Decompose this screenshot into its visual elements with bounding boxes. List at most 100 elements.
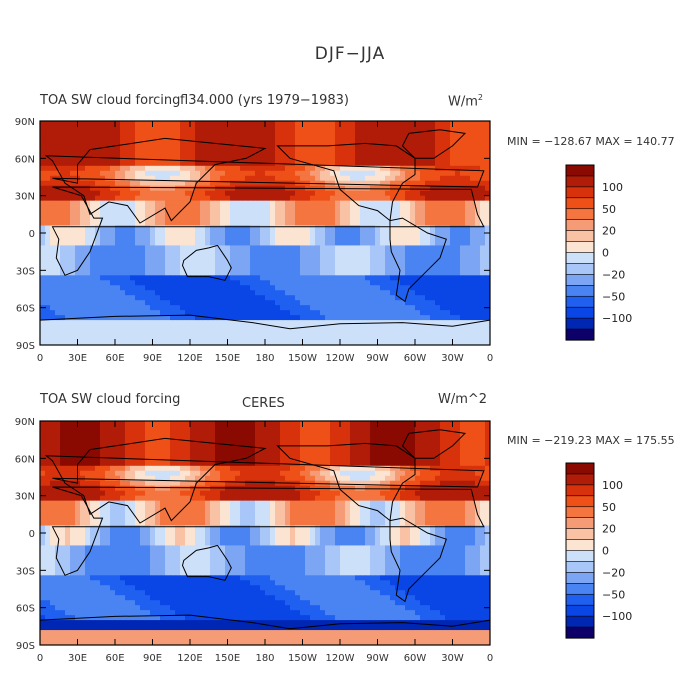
panel1-cell (450, 185, 456, 192)
panel2-cell (60, 465, 66, 472)
panel2-cell (280, 430, 286, 437)
panel1-cell (165, 235, 171, 241)
panel1-cell (140, 150, 146, 157)
panel1-cell (85, 310, 91, 316)
panel1-cell (460, 150, 466, 157)
panel1-cell (155, 205, 161, 211)
panel1-cell (400, 230, 406, 236)
panel1-cell (205, 210, 211, 216)
panel1-cell (330, 130, 336, 137)
panel1-cell (475, 270, 481, 276)
panel2-cell (330, 455, 336, 462)
panel2-cell (325, 421, 331, 427)
panel1-cell (195, 175, 201, 182)
panel2-cell (180, 465, 186, 472)
panel1-cell (40, 185, 46, 192)
panel1-cell (430, 145, 436, 152)
panel1-cell (275, 150, 281, 157)
panel1-cell (275, 165, 281, 172)
panel1-cell (295, 270, 301, 276)
panel2-cell (300, 445, 306, 452)
panel1-cell (100, 170, 106, 177)
panel2-cell (325, 460, 331, 467)
panel1-cell (180, 200, 186, 207)
panel1-cell (415, 285, 421, 291)
panel1-cell (345, 335, 351, 341)
panel1-cell (135, 150, 141, 157)
panel1-cell (180, 185, 186, 192)
panel1-cell (410, 285, 416, 291)
panel1-cell (485, 165, 491, 172)
panel2-cell (325, 430, 331, 437)
panel1-cell (90, 250, 96, 256)
panel2-cell (415, 450, 421, 457)
panel1-cell (435, 160, 441, 167)
panel1-cell (190, 245, 196, 251)
panel1-cell (270, 325, 276, 331)
panel1-cell (415, 121, 421, 127)
panel2-cell (195, 430, 201, 437)
panel1-cell (305, 270, 311, 276)
panel1-cell (445, 180, 451, 187)
panel1-cell (190, 155, 196, 162)
panel1-cell (400, 315, 406, 321)
panel1-cell (300, 220, 306, 226)
panel2-cell (425, 450, 431, 457)
panel1-cell (140, 195, 146, 202)
panel1-cell (260, 121, 266, 127)
panel1-cell (395, 300, 401, 306)
panel1-cell (405, 170, 411, 177)
panel1-cell (160, 121, 166, 127)
panel1-cell (425, 325, 431, 331)
panel1-cell (450, 255, 456, 261)
panel1-cell (315, 225, 321, 231)
panel1-cell (105, 315, 111, 321)
panel2-cell (220, 425, 226, 432)
panel1-cell (400, 250, 406, 256)
panel1-cell (430, 250, 436, 256)
panel1-cell (215, 325, 221, 331)
panel1-cell (195, 130, 201, 137)
panel1-cell (285, 340, 291, 346)
panel1-cell (155, 121, 161, 127)
panel1-cell (100, 250, 106, 256)
panel1-cell (130, 335, 136, 341)
panel1-cell (85, 170, 91, 177)
panel1-cell (420, 230, 426, 236)
panel1-cell (70, 205, 76, 211)
panel2-cell (395, 445, 401, 452)
panel1-cell (185, 335, 191, 341)
panel1-cell (150, 285, 156, 291)
panel1-cell (225, 140, 231, 147)
panel2-cell (90, 435, 96, 442)
panel2-cell (415, 445, 421, 452)
panel1-cell (470, 140, 476, 147)
panel1-cell (210, 260, 216, 266)
panel1-cell (455, 290, 461, 296)
panel1-cell (150, 210, 156, 216)
panel1-cell (200, 340, 206, 346)
panel1-cell (350, 245, 356, 251)
panel1-cell (120, 150, 126, 157)
panel2-cell (395, 455, 401, 462)
panel2-cell (465, 430, 471, 437)
panel2-cell (225, 430, 231, 437)
panel1-cell (120, 160, 126, 167)
panel1-cell (90, 330, 96, 336)
panel2-cell (465, 440, 471, 447)
panel1-cell (55, 280, 61, 286)
panel1-cell (385, 295, 391, 301)
panel1-cell (285, 300, 291, 306)
panel1-cell (395, 225, 401, 231)
panel1-cell (375, 140, 381, 147)
panel1-cell (220, 310, 226, 316)
panel1-cell (400, 175, 406, 182)
panel1-cell (50, 340, 56, 346)
panel1-cell (450, 205, 456, 211)
panel2-cell (55, 425, 61, 432)
panel1-cell (390, 340, 396, 346)
panel1-cell (440, 315, 446, 321)
panel1-cell (210, 290, 216, 296)
panel1-cell (360, 160, 366, 167)
panel1-cell (305, 280, 311, 286)
